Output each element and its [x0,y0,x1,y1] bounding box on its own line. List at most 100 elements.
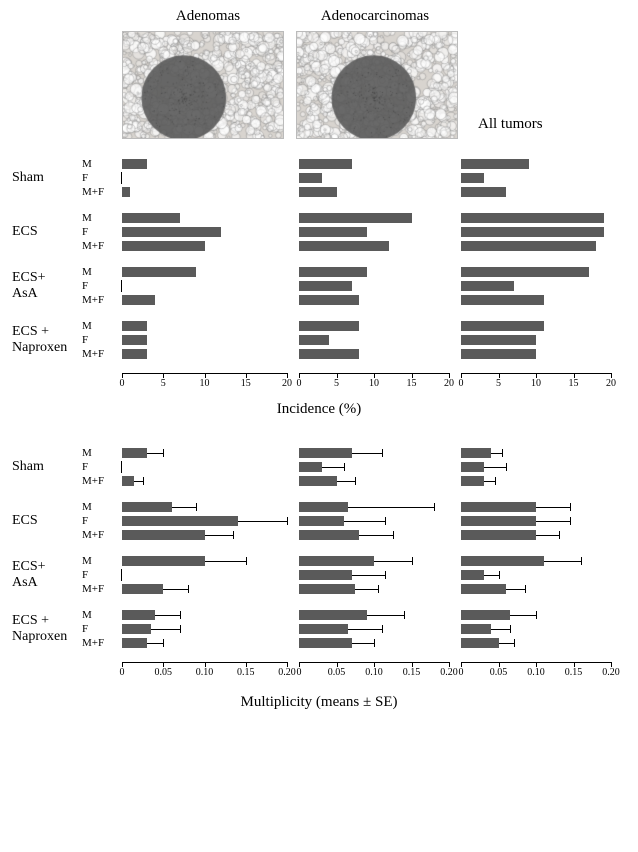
bar [122,476,134,486]
errorbar-cap [374,639,375,647]
bar-slot [299,446,449,460]
panel-0 [122,157,287,199]
errorbar-cap [163,639,164,647]
panel-2 [461,211,611,253]
panel-2 [461,446,611,488]
axis-tick-label: 20 [444,378,454,389]
panel-2 [461,319,611,361]
panels [122,554,626,596]
bar-slot [299,460,449,474]
bars [461,319,611,361]
bar [461,530,536,540]
sublabel-col: MFM+F [82,157,122,199]
bar [122,213,180,223]
bar-slot [122,319,287,333]
errorbar-cap [510,625,511,633]
sublabel: M [82,446,122,460]
axis-tick-label: 0 [297,667,302,678]
bar [299,610,367,620]
bars [122,608,287,650]
bar [299,173,322,183]
bar [461,281,514,291]
bar-slot [299,568,449,582]
incidence-axes: 051015200510152005101520 [12,373,626,399]
bar-slot [461,608,611,622]
bars [299,319,449,361]
bar-slot [461,568,611,582]
errorbar-cap [382,625,383,633]
figure-root: Adenomas Adenocarcinomas All tumors Sham… [0,0,638,731]
axis-tick-label: 15 [241,378,251,389]
panels [122,265,626,307]
panel-2 [461,500,611,542]
bar [461,462,484,472]
bars [461,446,611,488]
group-label: ECS+AsA [12,265,82,307]
errorbar-cap [233,531,234,539]
axis-tick-label: 0.05 [328,667,346,678]
sublabel: M+F [82,474,122,488]
errorbar-cap [536,611,537,619]
bar-slot [299,279,449,293]
sublabel: F [82,622,122,636]
bar-slot [461,514,611,528]
bar [299,295,359,305]
axis-panel-1: 00.050.100.150.20 [299,662,449,688]
bar-slot [299,500,449,514]
errorbar-cap [434,503,435,511]
bar [122,448,147,458]
bar-slot [122,333,287,347]
axis-row: 051015200510152005101520 [12,373,626,399]
bar-slot [122,514,287,528]
group-ecs-: ECS +NaproxenMFM+F [12,319,626,361]
errorbar-cap [581,557,582,565]
bars [299,265,449,307]
errorbar [134,481,142,482]
bar-slot [299,582,449,596]
group-sham: ShamMFM+F [12,446,626,488]
bars [299,500,449,542]
multiplicity-section: ShamMFM+FECSMFM+FECS+AsAMFM+FECS +Naprox… [12,446,626,650]
errorbar [374,561,412,562]
bar [461,213,604,223]
errorbar [205,561,246,562]
bar [461,335,536,345]
errorbar-cap [382,449,383,457]
errorbar [337,481,356,482]
bar [461,476,484,486]
bar [122,530,205,540]
bars [122,500,287,542]
bar-slot [122,622,287,636]
errorbar-cap [393,531,394,539]
errorbar-cap [412,557,413,565]
sublabel: F [82,333,122,347]
bar [299,570,352,580]
bar-slot [122,582,287,596]
bar-slot [461,279,611,293]
axis-tick-label: 5 [496,378,501,389]
sublabel: M [82,554,122,568]
sublabel-col: MFM+F [82,211,122,253]
group-sham: ShamMFM+F [12,157,626,199]
multiplicity-axis-label: Multiplicity (means ± SE) [12,694,626,711]
errorbar [163,589,188,590]
sublabel: F [82,279,122,293]
header-adenocarcinomas: Adenocarcinomas [294,8,456,25]
bars [299,608,449,650]
bar-slot [461,333,611,347]
errorbar [367,615,405,616]
bar-slot [461,239,611,253]
bar-slot [299,211,449,225]
sublabel: M+F [82,185,122,199]
errorbar-cap [385,571,386,579]
bar-slot [461,460,611,474]
panel-0 [122,211,287,253]
panel-1 [299,157,449,199]
histology-row: All tumors [122,31,626,139]
bar [299,584,355,594]
incidence-section: ShamMFM+FECSMFM+FECS+AsAMFM+FECS +Naprox… [12,157,626,361]
errorbar-cap [499,571,500,579]
bar [299,335,329,345]
sublabel-col: MFM+F [82,319,122,361]
bar [299,476,337,486]
